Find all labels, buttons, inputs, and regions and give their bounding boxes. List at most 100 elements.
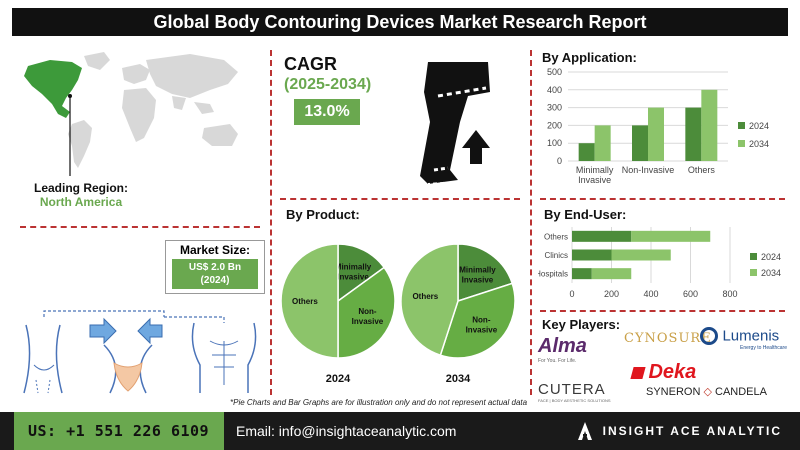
bar <box>591 268 632 280</box>
bar <box>631 230 711 242</box>
logo-deka: Deka <box>630 361 696 384</box>
bar <box>701 89 718 161</box>
body-illustration <box>14 305 264 395</box>
y-tick-label: Hospitals <box>538 270 568 279</box>
y-tick-label: 0 <box>557 156 562 166</box>
bar <box>594 125 611 161</box>
pie-slice-label: Minimally <box>335 263 372 272</box>
legend-label: 2034 <box>749 139 769 149</box>
market-size-label: Market Size: <box>179 243 251 257</box>
divider-left <box>20 226 260 228</box>
cagr-years: (2025-2034) <box>284 76 372 93</box>
footer-brand: INSIGHT ACE ANALYTIC <box>602 424 782 438</box>
pie-slice-label: Minimally <box>459 265 496 274</box>
pie-slice-label: Others <box>292 297 318 306</box>
deka-mark-icon <box>630 366 646 379</box>
pie-slice-label: Non- <box>472 315 491 324</box>
y-tick-label: 200 <box>547 120 562 130</box>
logo-alma: Alma For You. For Life. <box>538 335 587 364</box>
pie-slice-label: Invasive <box>466 325 498 334</box>
leading-region: Leading Region: North America <box>34 181 128 209</box>
footnote: *Pie Charts and Bar Graphs are for illus… <box>230 398 528 407</box>
y-tick-label: 500 <box>547 67 562 77</box>
key-players-panel: Key Players: Alma For You. For Life. CYN… <box>538 315 790 403</box>
pie-slice-label: Others <box>412 292 438 301</box>
x-tick-label: Non-Invasive <box>622 165 675 175</box>
divider-right-bottom <box>540 310 785 312</box>
enduser-bar-chart: 0 200 400 600 800 Hospitals Clinics Others 2024 2… <box>538 227 781 299</box>
legend-label: 2034 <box>761 268 781 278</box>
insight-ace-logo-icon <box>578 422 592 440</box>
lumenis-mark-icon <box>700 327 718 345</box>
footer-email[interactable]: Email: info@insightaceanalytic.com <box>236 423 457 439</box>
application-heading: By Application: <box>542 50 637 65</box>
candela-mark-icon: ◇ <box>703 386 712 398</box>
leg-arrow-icon <box>420 62 490 185</box>
y-tick-label: Clinics <box>544 251 568 260</box>
divider-vertical-left <box>270 50 272 395</box>
pie-slice-label: Invasive <box>462 275 494 284</box>
logo-cutera: CUTERA FACE | BODY AESTHETIC SOLUTIONS <box>538 381 611 403</box>
pie-slice-label: Non- <box>358 307 377 316</box>
y-tick-label: 100 <box>547 138 562 148</box>
x-tick-label: 200 <box>604 289 619 299</box>
legend-label: 2024 <box>749 121 769 131</box>
bar <box>572 230 632 242</box>
enduser-heading: By End-User: <box>544 207 627 222</box>
legend-swatch <box>738 122 745 129</box>
leading-region-label: Leading Region: <box>34 181 128 195</box>
cagr-value: 13.0% <box>294 99 360 125</box>
cagr-panel: CAGR (2025-2034) 13.0% <box>278 46 513 196</box>
pie-slice <box>280 243 339 359</box>
logo-syneron-candela: SYNERON ◇ CANDELA <box>646 386 767 398</box>
footer: US: +1 551 226 6109 Email: info@insighta… <box>0 412 800 450</box>
product-heading: By Product: <box>286 207 360 222</box>
bar <box>572 268 592 280</box>
x-tick-label: 800 <box>722 289 737 299</box>
pie-slice <box>457 243 514 303</box>
x-tick-label: Minimally <box>576 165 614 175</box>
pie-slice-label: Invasive <box>352 317 384 326</box>
x-tick-label: 400 <box>643 289 658 299</box>
map-panel: Leading Region: North America <box>14 46 264 221</box>
body-contouring-icon <box>23 310 257 394</box>
pie-slice <box>439 282 516 359</box>
bar <box>632 125 648 161</box>
product-pie-charts: MinimallyInvasiveNon-InvasiveOthers2024M… <box>280 243 516 385</box>
page-title: Global Body Contouring Devices Market Re… <box>12 8 788 36</box>
legend-label: 2024 <box>761 252 781 262</box>
x-tick-label: 0 <box>569 289 574 299</box>
y-tick-label: 300 <box>547 103 562 113</box>
legend-swatch <box>738 140 745 147</box>
pie-year-label: 2034 <box>446 373 471 385</box>
divider-vertical-right <box>530 50 532 395</box>
key-players-heading: Key Players: <box>542 317 621 332</box>
pie-year-label: 2024 <box>326 373 351 385</box>
world-map-icon <box>24 52 238 176</box>
footer-phone[interactable]: US: +1 551 226 6109 <box>14 412 224 450</box>
bar <box>572 249 612 261</box>
legend-swatch <box>750 253 757 260</box>
bar <box>648 107 664 161</box>
logo-cynosure: CYNOSURE <box>624 331 712 346</box>
legend-swatch <box>750 269 757 276</box>
pie-slice <box>337 266 396 359</box>
y-tick-label: Others <box>544 232 568 241</box>
y-tick-label: 400 <box>547 85 562 95</box>
cagr-title: CAGR <box>284 54 337 74</box>
divider-right-top <box>540 198 785 200</box>
market-size-value: US$ 2.0 Bn (2024) <box>172 259 258 289</box>
bar <box>611 249 671 261</box>
north-america-shape <box>24 60 82 118</box>
market-size-card: Market Size: US$ 2.0 Bn (2024) <box>165 240 265 294</box>
pie-slice-label: Invasive <box>337 273 369 282</box>
bar <box>685 107 702 161</box>
leading-region-value: North America <box>39 195 123 209</box>
logo-lumenis: Lumenis Energy to Healthcare <box>700 327 790 351</box>
pie-slice <box>337 243 386 303</box>
market-size-value-line1: US$ 2.0 Bn <box>188 262 242 273</box>
application-panel: By Application: 0 100 200 300 400 500 Minimall… <box>538 46 788 196</box>
bar <box>578 143 595 161</box>
pie-slice <box>400 243 459 357</box>
